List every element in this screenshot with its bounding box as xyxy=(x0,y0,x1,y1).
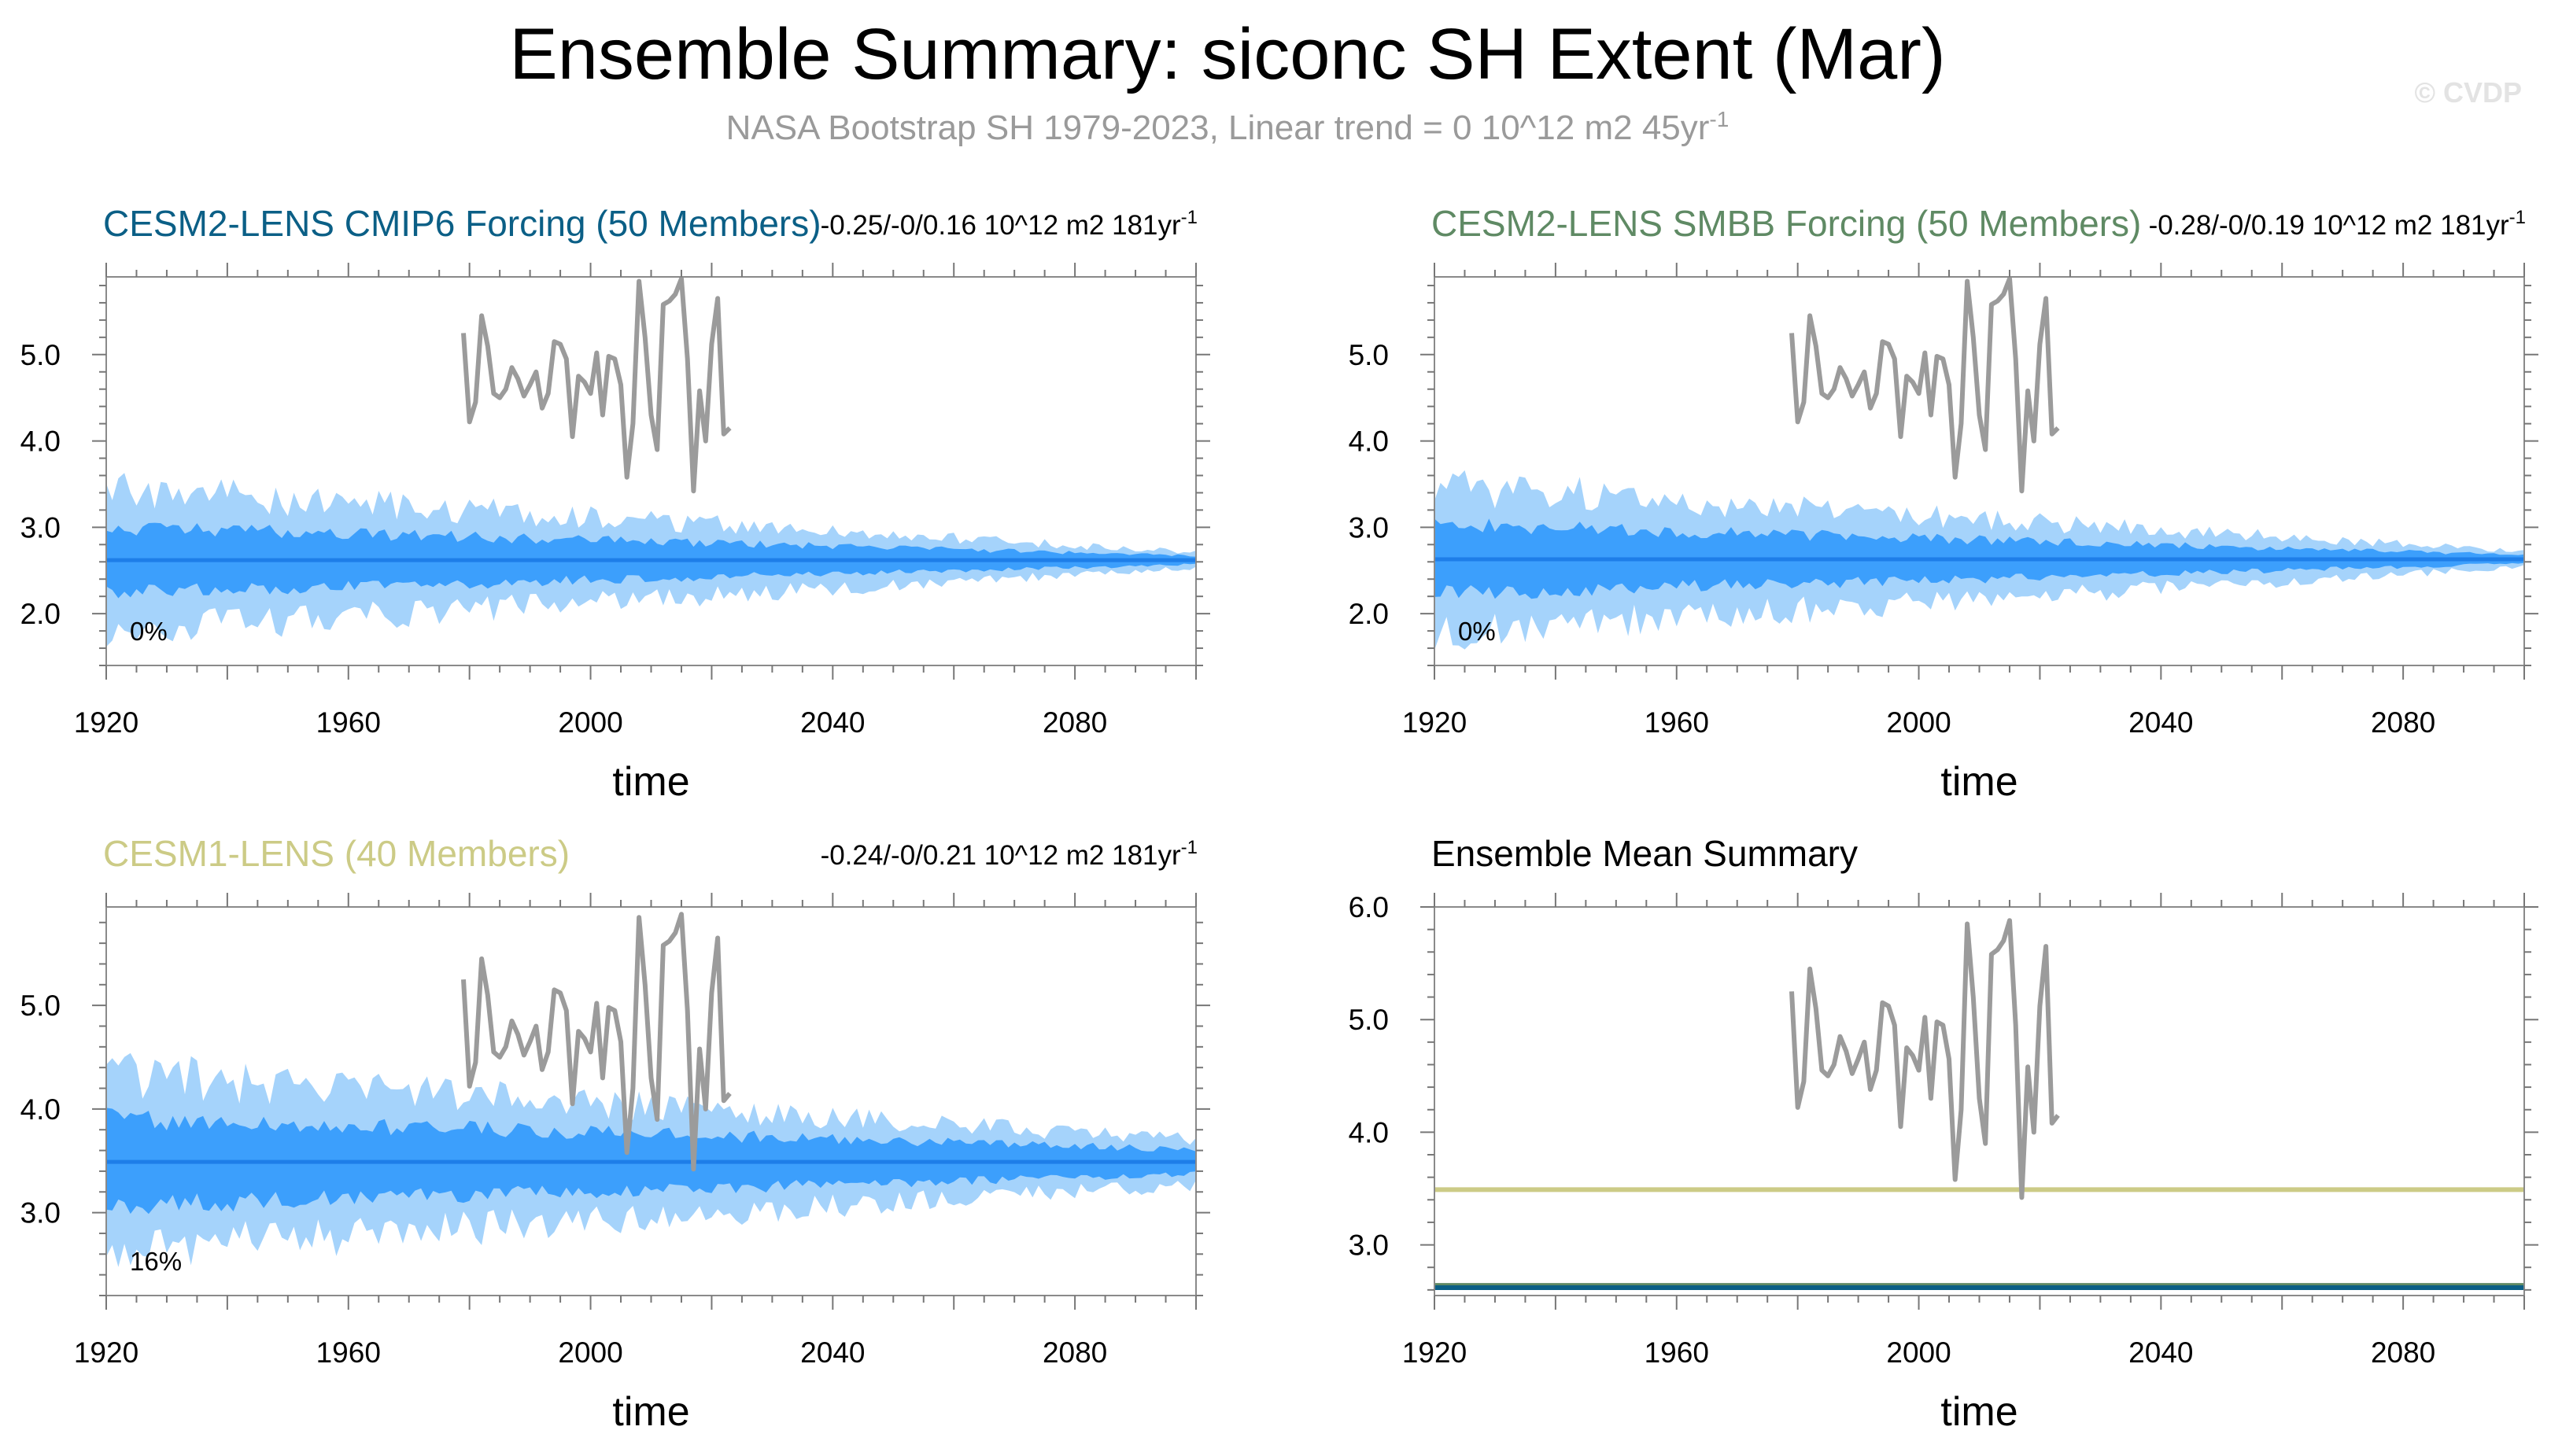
y-tick-label: 4.0 xyxy=(1349,426,1389,458)
y-tick-label: 5.0 xyxy=(1349,1004,1389,1036)
figure-title: Ensemble Summary: siconc SH Extent (Mar) xyxy=(509,14,1945,94)
trend-superscript: -1 xyxy=(1181,837,1198,858)
watermark: © CVDP xyxy=(2414,76,2522,109)
x-tick-label: 1920 xyxy=(74,706,138,739)
x-tick-label: 2040 xyxy=(2128,706,2193,739)
x-tick-label: 1920 xyxy=(1402,1336,1467,1369)
y-tick-label: 4.0 xyxy=(20,1093,61,1126)
x-tick-label: 2040 xyxy=(800,1336,865,1369)
subtitle-superscript: -1 xyxy=(1709,107,1729,131)
x-tick-label: 2080 xyxy=(2371,1336,2435,1369)
plot-area xyxy=(106,912,1196,1267)
panel-title: CESM2-LENS SMBB Forcing (50 Members) xyxy=(1431,203,2141,244)
figure-subtitle: NASA Bootstrap SH 1979-2023, Linear tren… xyxy=(726,107,1730,147)
y-tick-label: 5.0 xyxy=(1349,339,1389,371)
plot-area xyxy=(1434,918,2524,1290)
x-tick-label: 2000 xyxy=(558,706,622,739)
x-tick-label: 2000 xyxy=(558,1336,622,1369)
panel-title: CESM1-LENS (40 Members) xyxy=(103,833,570,874)
observed-line xyxy=(1789,277,2060,494)
trend-superscript: -1 xyxy=(1181,207,1198,228)
percent-annotation: 16% xyxy=(130,1247,182,1276)
x-tick-label: 1960 xyxy=(1645,706,1709,739)
x-tick-label: 2080 xyxy=(1043,706,1107,739)
percent-annotation: 0% xyxy=(1458,617,1496,646)
x-tick-label: 2080 xyxy=(1043,1336,1107,1369)
trend-label: -0.24/-0/0.21 10^12 m2 181yr-1 xyxy=(821,837,1198,871)
y-tick-label: 3.0 xyxy=(20,511,61,544)
x-tick-label: 1960 xyxy=(316,1336,381,1369)
trend-label: -0.28/-0/0.19 10^12 m2 181yr-1 xyxy=(2149,207,2526,241)
x-tick-label: 2040 xyxy=(800,706,865,739)
y-tick-label: 5.0 xyxy=(20,339,61,371)
y-tick-label: 3.0 xyxy=(1349,1229,1389,1262)
observed-line xyxy=(461,912,732,1172)
observed-line xyxy=(461,277,732,494)
x-tick-label: 2000 xyxy=(1886,706,1951,739)
trend-text: -0.24/-0/0.21 10^12 m2 181yr xyxy=(821,840,1181,871)
x-tick-label: 1960 xyxy=(316,706,381,739)
plot-area xyxy=(106,277,1196,647)
x-tick-label: 1960 xyxy=(1645,1336,1709,1369)
y-tick-label: 3.0 xyxy=(20,1197,61,1229)
percent-annotation: 0% xyxy=(130,617,168,646)
y-tick-label: 6.0 xyxy=(1349,891,1389,923)
x-tick-label: 1920 xyxy=(1402,706,1467,739)
trend-label: -0.25/-0/0.16 10^12 m2 181yr-1 xyxy=(821,207,1198,241)
subtitle-text: NASA Bootstrap SH 1979-2023, Linear tren… xyxy=(726,109,1710,147)
panel-title: CESM2-LENS CMIP6 Forcing (50 Members) xyxy=(103,203,821,244)
x-axis-label: time xyxy=(612,759,689,805)
x-axis-label: time xyxy=(1940,759,2017,805)
panel-cmip6: CESM2-LENS CMIP6 Forcing (50 Members)-0.… xyxy=(20,203,1210,805)
x-tick-label: 2000 xyxy=(1886,1336,1951,1369)
x-tick-label: 2040 xyxy=(2128,1336,2193,1369)
y-tick-label: 3.0 xyxy=(1349,511,1389,544)
trend-superscript: -1 xyxy=(2509,207,2526,228)
plot-area xyxy=(1434,277,2524,651)
y-tick-label: 2.0 xyxy=(20,598,61,630)
x-tick-label: 1920 xyxy=(74,1336,138,1369)
panel-ensemble-mean-summary: Ensemble Mean Summary 1920 1960 2000 2040 208… xyxy=(1349,833,2538,1435)
y-tick-label: 2.0 xyxy=(1349,598,1389,630)
y-tick-label: 5.0 xyxy=(20,990,61,1022)
trend-text: -0.25/-0/0.16 10^12 m2 181yr xyxy=(821,210,1181,241)
panel-smbb: CESM2-LENS SMBB Forcing (50 Members) -0.2… xyxy=(1349,203,2538,805)
x-axis-label: time xyxy=(1940,1389,2017,1435)
observed-line xyxy=(1789,918,2060,1200)
x-axis-label: time xyxy=(612,1389,689,1435)
y-tick-label: 4.0 xyxy=(1349,1116,1389,1148)
x-tick-label: 2080 xyxy=(2371,706,2435,739)
panel-cesm1: CESM1-LENS (40 Members) -0.24/-0/0.21 10^… xyxy=(20,833,1210,1435)
y-tick-label: 4.0 xyxy=(20,426,61,458)
trend-text: -0.28/-0/0.19 10^12 m2 181yr xyxy=(2149,210,2509,241)
panel-title: Ensemble Mean Summary xyxy=(1431,833,1858,874)
